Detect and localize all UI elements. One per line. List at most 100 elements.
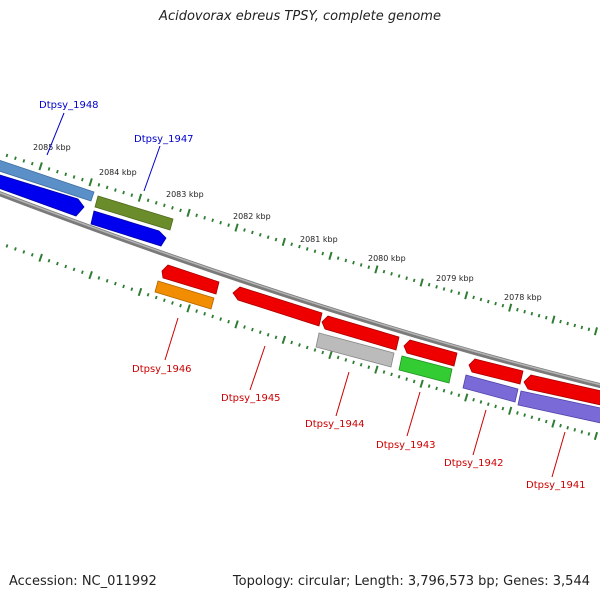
outer-ruler-minor-tick [163,203,166,208]
cds-dtpsy-1943[interactable] [403,339,458,367]
inner-ruler-minor-tick [352,360,355,365]
gene-dtpsy-1942[interactable] [462,374,519,403]
cds-dtpsy-1948[interactable] [0,172,85,217]
outer-ruler-minor-tick [501,303,505,308]
inner-ruler-minor-tick [486,402,490,406]
outer-ruler-minor-tick [154,201,158,205]
outer-ruler-minor-tick [472,295,475,300]
cds-dtpsy-1941[interactable] [523,374,600,407]
outer-ruler-minor-tick [523,309,526,314]
inner-ruler-minor-tick [105,278,109,283]
gene-dtpsy-1943[interactable] [398,355,453,384]
outer-ruler-minor-tick [566,321,569,326]
leader-dtpsy-1947 [143,145,161,192]
inner-ruler-minor-tick [397,374,401,379]
ruler-labels: 2085 kbp 2084 kbp 2083 kbp 2082 kbp 2081… [33,143,542,302]
inner-ruler-minor-tick [587,432,591,436]
outer-ruler-minor-tick [573,323,577,328]
outer-ruler-minor-tick [5,153,9,158]
label-dtpsy-1947[interactable]: Dtpsy_1947 [134,134,194,145]
tick-label-2078: 2078 kbp [504,293,542,302]
outer-ruler-minor-tick [412,278,416,283]
inner-ruler-minor-tick [195,309,199,313]
inner-ruler-minor-tick [243,325,246,329]
inner-ruler-major-tick [234,320,239,329]
outer-ruler-minor-tick [56,169,59,174]
inner-ruler-minor-tick [450,391,453,395]
outer-ruler-minor-tick [30,161,34,166]
outer-ruler-major-tick [593,327,598,336]
inner-ruler-minor-tick [516,411,519,415]
outer-ruler-minor-tick [227,223,230,227]
inner-ruler-minor-tick [442,388,446,393]
outer-ruler-major-tick [328,251,333,260]
gene-dtpsy-1946[interactable] [154,280,215,310]
outer-ruler-minor-tick [122,190,125,195]
inner-ruler-minor-tick [313,348,317,352]
outer-ruler-minor-tick [494,301,497,306]
cds-dtpsy-1944[interactable] [321,315,400,351]
inner-ruler-minor-tick [405,377,408,381]
outer-ruler-minor-tick [64,172,68,177]
outer-ruler-major-tick [464,291,469,300]
inner-ruler-minor-tick [298,343,301,347]
label-dtpsy-1941[interactable]: Dtpsy_1941 [526,480,586,491]
label-dtpsy-1946[interactable]: Dtpsy_1946 [132,364,192,375]
plus-strand-features [0,157,174,247]
outer-ruler-minor-tick [479,297,483,302]
inner-ruler-minor-tick [479,400,483,404]
outer-ruler-minor-tick [344,258,348,263]
outer-ruler-minor-tick [544,315,548,320]
gene-dtpsy-1944[interactable] [315,332,395,368]
gene-dtpsy-1941[interactable] [517,390,600,425]
accession-text: Accession: NC_011992 [9,574,157,589]
outer-ruler-major-tick [186,208,191,217]
inner-ruler-minor-tick [56,261,59,266]
cds-dtpsy-1945[interactable] [232,286,323,327]
cds-dtpsy-1942[interactable] [468,358,524,385]
outer-ruler-minor-tick [203,216,206,220]
label-dtpsy-1943[interactable]: Dtpsy_1943 [376,440,436,451]
cds-dtpsy-1946[interactable] [161,264,220,295]
outer-ruler-minor-tick [587,327,591,332]
leader-dtpsy-1944 [335,371,350,417]
inner-ruler-minor-tick [523,413,526,417]
gene-dtpsy-1947[interactable] [94,195,174,231]
backbone-highlight [0,191,600,386]
label-dtpsy-1942[interactable]: Dtpsy_1942 [444,458,504,469]
inner-ruler-minor-tick [154,295,158,300]
inner-ruler-minor-tick [566,425,569,430]
inner-ruler-minor-tick [227,319,230,324]
outer-ruler-minor-tick [211,218,215,223]
label-dtpsy-1945[interactable]: Dtpsy_1945 [221,393,281,404]
inner-ruler-major-tick [281,335,287,345]
leader-dtpsy-1946 [164,317,179,361]
inner-ruler-minor-tick [274,335,278,340]
inner-ruler-minor-tick [22,250,26,254]
outer-ruler-minor-tick [266,235,270,239]
genome-summary-text: Topology: circular; Length: 3,796,573 bp… [232,574,590,589]
inner-ruler-minor-tick [30,253,34,257]
inner-ruler-minor-tick [359,362,363,367]
outer-ruler-major-tick [38,162,43,171]
label-dtpsy-1944[interactable]: Dtpsy_1944 [305,419,365,430]
outer-ruler-minor-tick [427,282,431,287]
outer-ruler-minor-tick [81,177,84,182]
leader-dtpsy-1941 [551,431,566,478]
inner-ruler-major-tick [328,350,333,360]
inner-ruler-major-tick [593,431,599,441]
outer-ruler-minor-tick [336,256,340,260]
outer-ruler-minor-tick [47,167,51,171]
gene-dtpsy-1948[interactable] [0,157,95,202]
cds-dtpsy-1947[interactable] [90,210,167,247]
outer-ruler-minor-tick [516,307,519,312]
tick-label-2079: 2079 kbp [436,274,474,283]
outer-ruler-minor-tick [146,198,150,203]
outer-ruler-minor-tick [130,193,134,197]
inner-ruler-minor-tick [171,301,174,305]
label-dtpsy-1948[interactable]: Dtpsy_1948 [39,100,99,111]
outer-ruler-minor-tick [397,274,401,278]
outer-ruler-major-tick [374,265,379,274]
outer-ruler-minor-tick [219,220,222,225]
